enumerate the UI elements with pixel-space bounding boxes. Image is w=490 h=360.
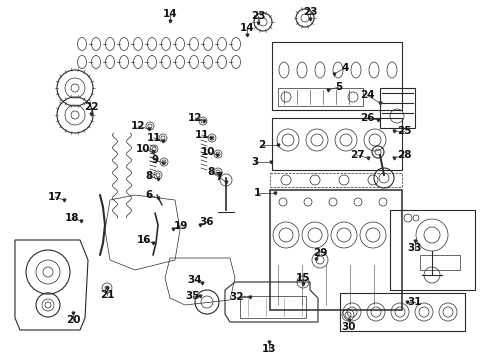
- Text: 23: 23: [251, 11, 265, 21]
- Text: 12: 12: [188, 113, 202, 123]
- Text: 27: 27: [350, 150, 364, 160]
- Text: 14: 14: [240, 23, 254, 33]
- Text: 23: 23: [303, 7, 317, 17]
- Text: 13: 13: [262, 344, 276, 354]
- Text: 30: 30: [342, 322, 356, 332]
- Text: 16: 16: [137, 235, 151, 245]
- Text: 31: 31: [408, 297, 422, 307]
- Text: 11: 11: [147, 133, 161, 143]
- Text: 20: 20: [66, 315, 80, 325]
- Text: 6: 6: [146, 190, 152, 200]
- Text: 14: 14: [163, 9, 177, 19]
- Text: 1: 1: [253, 188, 261, 198]
- Text: 36: 36: [200, 217, 214, 227]
- Text: 7: 7: [215, 172, 222, 182]
- Text: 9: 9: [151, 155, 159, 165]
- Text: 28: 28: [397, 150, 411, 160]
- Text: 17: 17: [48, 192, 62, 202]
- Text: 35: 35: [186, 291, 200, 301]
- Text: 29: 29: [313, 248, 327, 258]
- Text: 24: 24: [360, 90, 374, 100]
- Text: 3: 3: [251, 157, 259, 167]
- Text: 11: 11: [195, 130, 209, 140]
- Text: 8: 8: [207, 167, 215, 177]
- Text: 12: 12: [131, 121, 145, 131]
- Text: 22: 22: [84, 102, 98, 112]
- Text: 26: 26: [360, 113, 374, 123]
- Text: 34: 34: [188, 275, 202, 285]
- Text: 10: 10: [201, 147, 215, 157]
- Text: 10: 10: [136, 144, 150, 154]
- Text: 19: 19: [174, 221, 188, 231]
- Text: 4: 4: [342, 63, 349, 73]
- Text: 33: 33: [408, 243, 422, 253]
- Text: 2: 2: [258, 140, 266, 150]
- Text: 18: 18: [65, 213, 79, 223]
- Text: 32: 32: [230, 292, 244, 302]
- Text: 8: 8: [146, 171, 152, 181]
- Text: 25: 25: [397, 126, 411, 136]
- Text: 15: 15: [296, 273, 310, 283]
- Text: 21: 21: [100, 290, 114, 300]
- Text: 5: 5: [335, 82, 343, 92]
